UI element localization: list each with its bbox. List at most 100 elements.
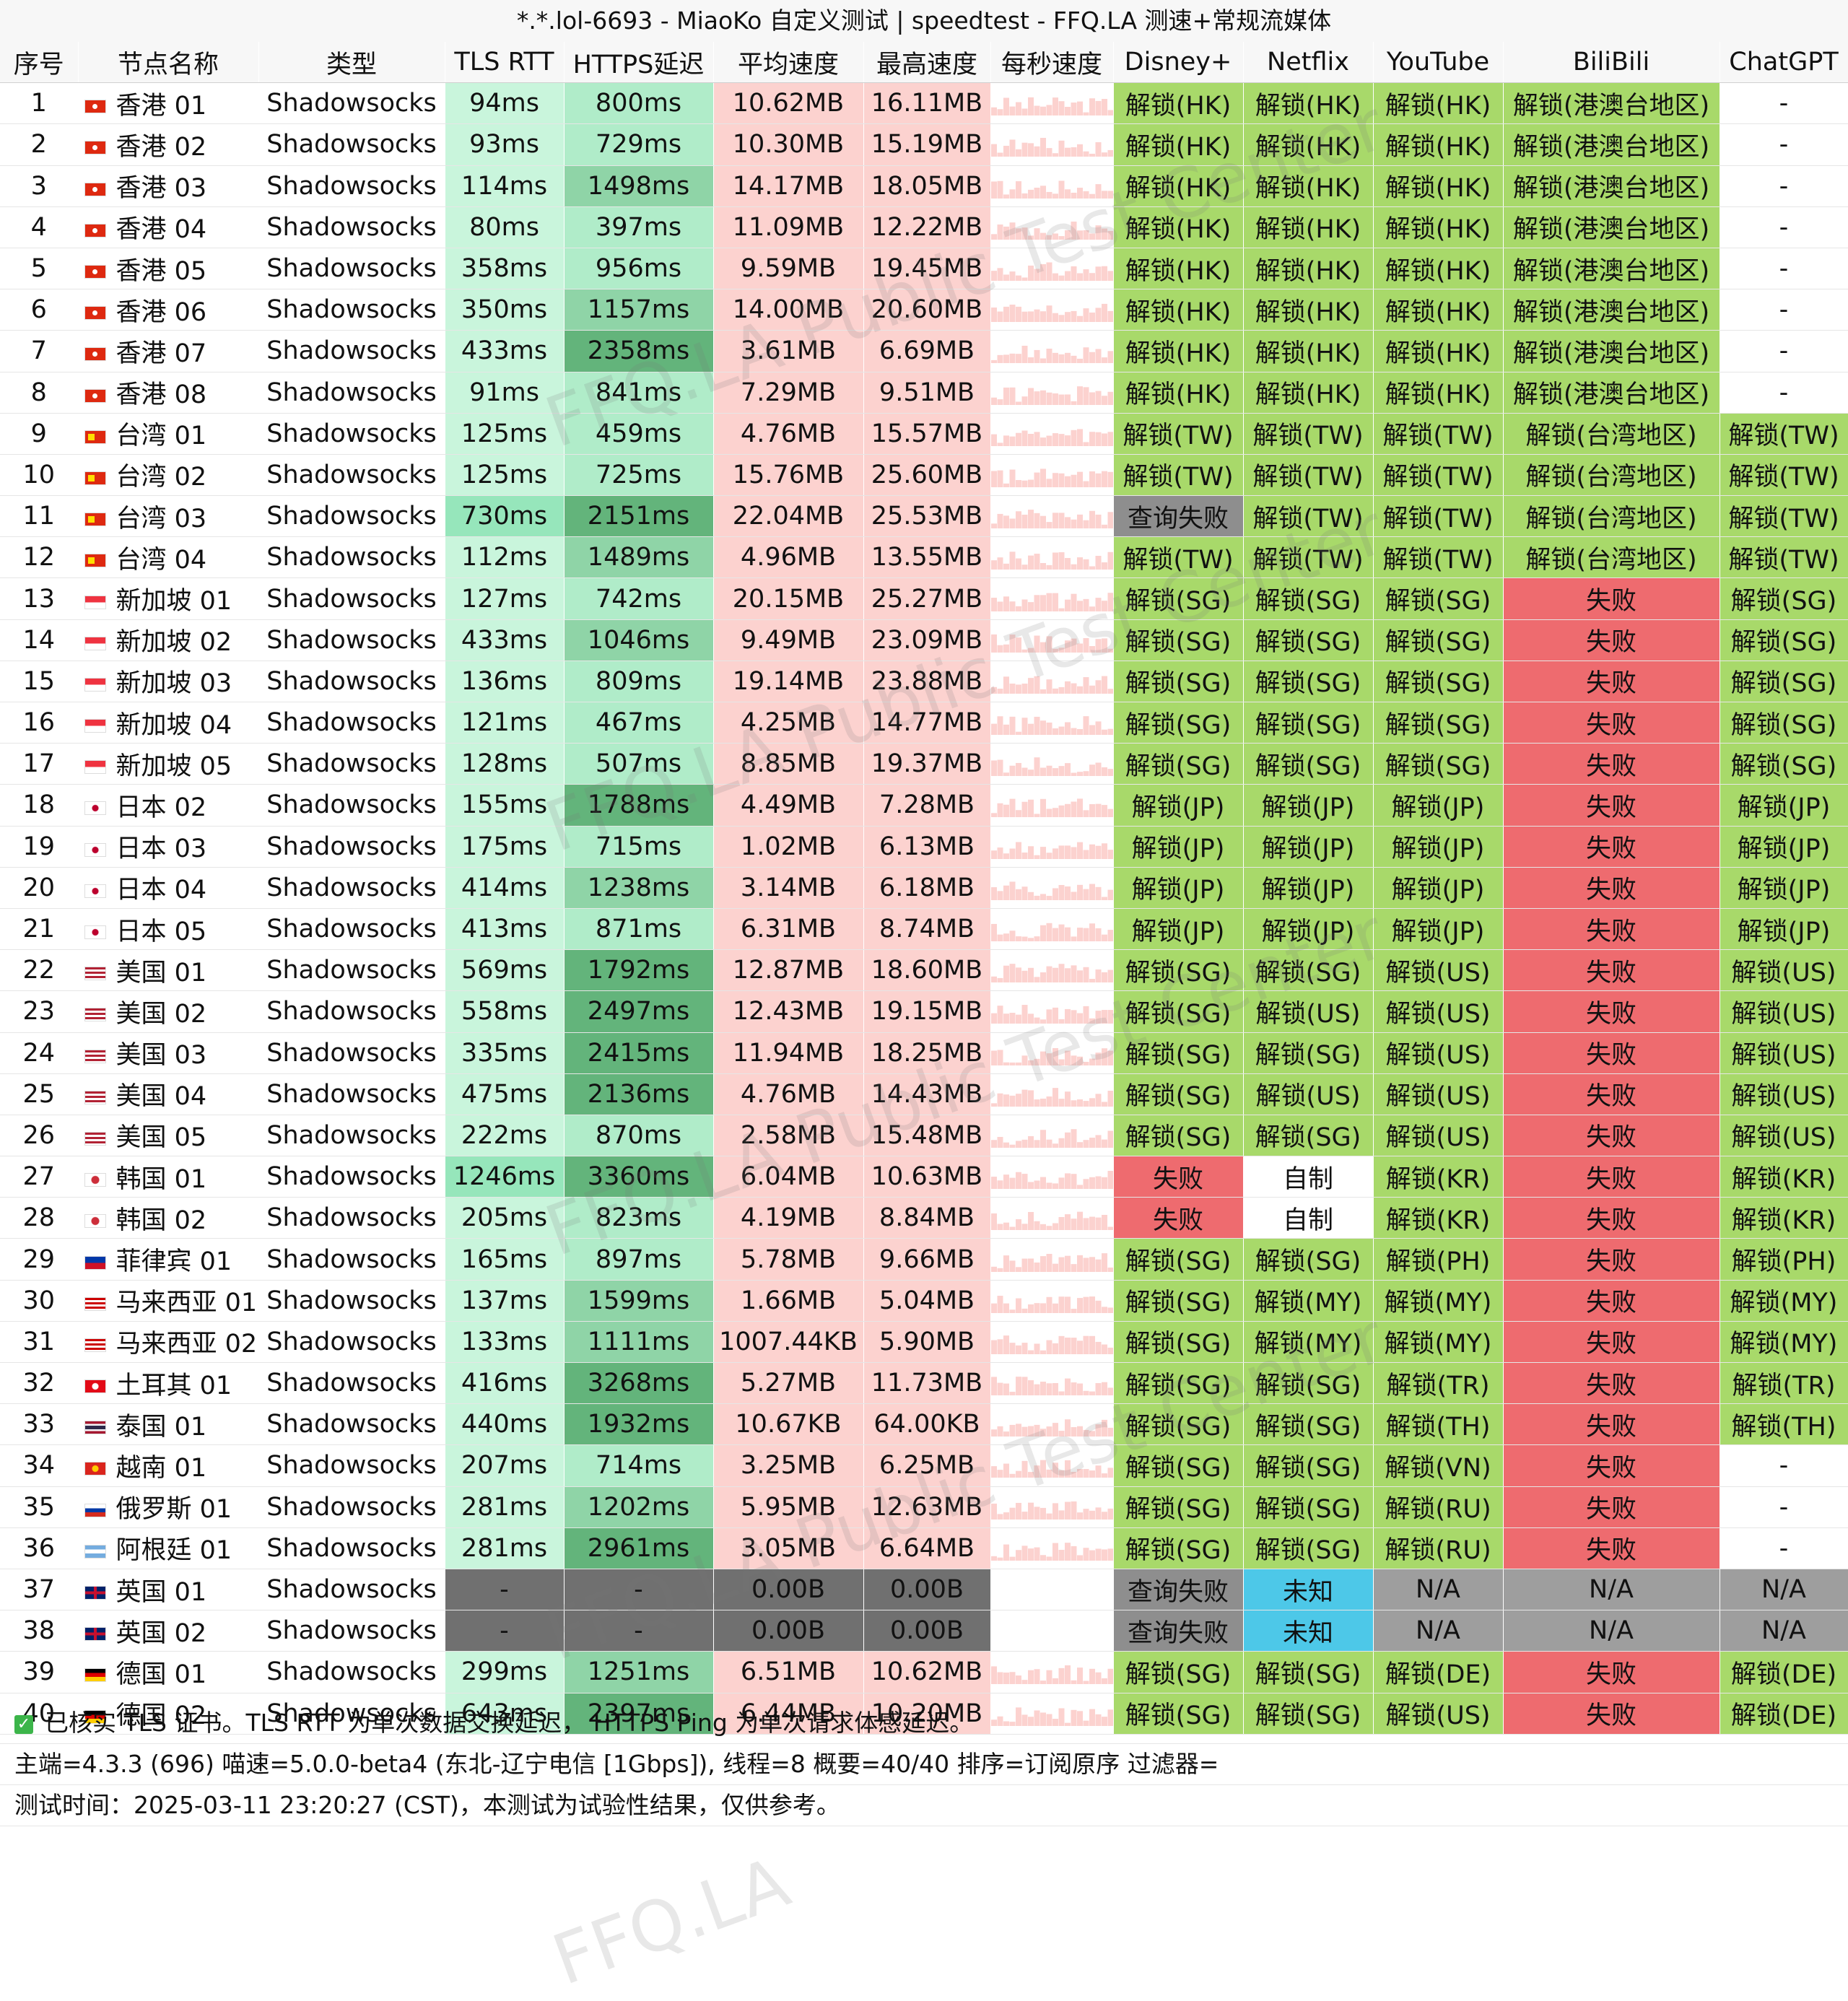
sparkline-bar: [1027, 1212, 1034, 1231]
sparkline-bar: [1034, 554, 1040, 570]
header-youtube: YouTube: [1373, 42, 1504, 84]
sparkline-bar: [1034, 1180, 1040, 1190]
avg-speed: 4.96MB: [713, 536, 864, 579]
bilibili-status: 解锁(港澳台地区): [1503, 123, 1720, 166]
sparkline-bar: [1040, 1382, 1046, 1396]
netflix-status: 自制: [1243, 1156, 1374, 1198]
sparkline-bar: [1076, 1668, 1083, 1685]
sparkline-bar: [1076, 1383, 1083, 1396]
sparkline-bar: [1071, 1010, 1076, 1024]
sparkline-bar: [1034, 228, 1040, 240]
sparkline-bar: [1089, 193, 1095, 199]
row-index: 10: [0, 454, 79, 497]
netflix-status: 解锁(US): [1243, 990, 1374, 1033]
sparkline-bar: [1046, 522, 1052, 529]
node-type: Shadowsocks: [258, 990, 445, 1033]
sparkline-bar: [1009, 1672, 1015, 1685]
sparkline-bar: [1027, 97, 1034, 116]
sparkline-bar: [1015, 1015, 1021, 1024]
youtube-status: 解锁(SG): [1373, 619, 1504, 661]
flag-hk-icon: [84, 223, 106, 237]
netflix-status: 解锁(JP): [1243, 826, 1374, 868]
disney-status: 解锁(HK): [1113, 206, 1244, 248]
sparkline-bar: [1071, 1382, 1076, 1396]
row-index: 33: [0, 1403, 79, 1446]
sparkline-graph: [990, 510, 1112, 529]
sparkline-bar: [1107, 552, 1112, 570]
node-name-cell: 香港 02: [78, 123, 259, 166]
sparkline-bar: [1009, 106, 1015, 116]
node-name: 台湾 02: [116, 463, 207, 492]
disney-status: 解锁(SG): [1113, 619, 1244, 661]
sparkline-bar: [1071, 847, 1076, 859]
sparkline-bar: [1058, 433, 1064, 446]
sparkline-bar: [1101, 600, 1107, 611]
sparkline-bar: [1101, 304, 1107, 323]
sparkline-bar: [1089, 1669, 1095, 1685]
sparkline-bar: [1089, 432, 1095, 446]
chatgpt-status: 解锁(TW): [1720, 536, 1848, 579]
sparkline-bar: [990, 1377, 997, 1396]
disney-status: 解锁(SG): [1113, 1403, 1244, 1446]
row-index: 13: [0, 577, 79, 620]
per-second-speed-sparkline: [990, 702, 1114, 744]
sparkline-bar: [997, 1716, 1003, 1726]
sparkline-bar: [1071, 311, 1076, 323]
flag-kr-icon: [84, 1173, 106, 1187]
sparkline-graph: [990, 1211, 1112, 1231]
node-type: Shadowsocks: [258, 206, 445, 248]
tls-rtt: 569ms: [445, 949, 565, 992]
flag-my-icon: [84, 1338, 106, 1352]
sparkline-bar: [1101, 1139, 1107, 1148]
sparkline-bar: [1009, 1144, 1015, 1148]
node-name-cell: 韩国 01: [78, 1156, 259, 1198]
sparkline-bar: [1003, 805, 1009, 818]
sparkline-bar: [1009, 881, 1015, 900]
avg-speed: 11.94MB: [713, 1032, 864, 1074]
row-index: 24: [0, 1032, 79, 1074]
sparkline-graph: [990, 180, 1112, 199]
sparkline-bar: [1052, 1543, 1058, 1561]
node-name-cell: 美国 02: [78, 990, 259, 1033]
sparkline-bar: [1101, 152, 1107, 157]
node-name: 香港 06: [116, 297, 207, 327]
max-speed: 15.48MB: [863, 1115, 991, 1157]
sparkline-bar: [1095, 1465, 1101, 1478]
sparkline-bar: [1095, 1011, 1101, 1024]
sparkline-bar: [1052, 193, 1058, 199]
node-name-cell: 越南 01: [78, 1444, 259, 1487]
chatgpt-status: 解锁(DE): [1720, 1693, 1848, 1735]
sparkline-bar: [1101, 524, 1107, 529]
node-type: Shadowsocks: [258, 867, 445, 909]
https-ping: 1489ms: [564, 536, 714, 579]
tls-rtt: 730ms: [445, 495, 565, 538]
sparkline-bar: [1064, 394, 1071, 405]
node-name: 菲律宾 01: [116, 1247, 232, 1277]
chatgpt-status: 解锁(SG): [1720, 577, 1848, 620]
disney-status: 解锁(SG): [1113, 1073, 1244, 1115]
node-type: Shadowsocks: [258, 1238, 445, 1281]
sparkline-bar: [1083, 889, 1089, 900]
node-name-cell: 台湾 02: [78, 454, 259, 497]
node-name: 美国 03: [116, 1041, 207, 1071]
row-index: 6: [0, 289, 79, 331]
sparkline-bar: [1003, 1512, 1009, 1520]
sparkline-bar: [1064, 640, 1071, 653]
header-type: 类型: [258, 42, 445, 84]
avg-speed: 6.04MB: [713, 1156, 864, 1198]
sparkline-bar: [1058, 1549, 1064, 1561]
sparkline-bar: [1003, 307, 1009, 323]
node-name: 德国 02: [116, 1701, 207, 1731]
sparkline-bar: [997, 688, 1003, 694]
sparkline-bar: [1009, 1556, 1015, 1561]
sparkline-bar: [1046, 349, 1052, 364]
netflix-status: 解锁(TW): [1243, 413, 1374, 455]
sparkline-bar: [1076, 1297, 1083, 1313]
sparkline-bar: [1027, 968, 1034, 983]
sparkline-bar: [997, 601, 1003, 611]
sparkline-bar: [997, 311, 1003, 323]
sparkline-graph: [990, 262, 1112, 282]
sparkline-bar: [1052, 688, 1058, 694]
sparkline-bar: [1027, 723, 1034, 736]
node-name-cell: 日本 05: [78, 908, 259, 951]
